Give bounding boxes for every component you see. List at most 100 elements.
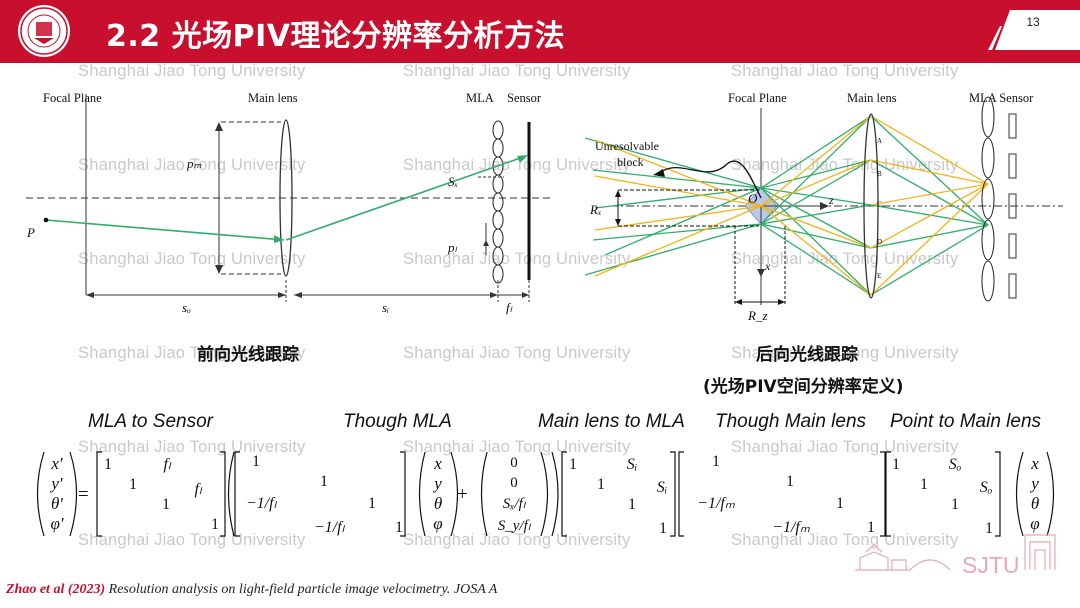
sx-label: Sₓ: [448, 174, 459, 189]
rhs-theta: θ: [1031, 494, 1039, 513]
watermark: Shanghai Jiao Tong University: [731, 250, 959, 268]
label-though-main-lens: Though Main lens: [715, 411, 867, 432]
pm-label: pₘ: [186, 156, 203, 171]
label-mla-to-sensor: MLA to Sensor: [88, 411, 213, 432]
label-point-to-main-lens: Point to Main lens: [890, 411, 1042, 432]
forward-tracing-caption: 前向光线跟踪: [197, 345, 299, 365]
m4-42: −1/fₘ: [772, 519, 810, 536]
page-number: 13: [1026, 15, 1040, 29]
sjtu-logo-text: SJTU: [962, 552, 1020, 575]
m5-24: Sₒ: [980, 479, 993, 496]
m2-11: 1: [252, 453, 260, 470]
m3-11: 1: [569, 456, 577, 473]
equals-sign: =: [78, 484, 89, 505]
m1-24: fₗ: [194, 481, 202, 498]
v1-phi: φ: [433, 514, 442, 533]
lens-mark-d: D: [877, 238, 882, 246]
fl-label: fₗ: [506, 300, 513, 315]
watermark: Shanghai Jiao Tong University: [78, 344, 306, 362]
point-p-label: P: [26, 225, 35, 240]
mla-label: MLA: [466, 91, 494, 105]
rz-label: R_z: [747, 308, 768, 323]
offset-sx: Sₓ/fₗ: [503, 496, 527, 512]
rb-focal-plane-label: Focal Plane: [728, 91, 787, 105]
lens-mark-a: A: [877, 137, 882, 145]
m2-33: 1: [368, 495, 376, 512]
m5-11: 1: [892, 456, 900, 473]
m3-44: 1: [659, 520, 667, 537]
seal-logo-icon: [18, 5, 70, 57]
m4-31: −1/fₘ: [697, 495, 735, 512]
m5-33: 1: [951, 496, 959, 513]
so-label: sₒ: [182, 300, 191, 315]
offset-0a: 0: [510, 455, 518, 471]
sjtu-logo-icon: SJTU: [850, 530, 1060, 579]
watermark: Shanghai Jiao Tong University: [403, 438, 631, 456]
m3-13: Sᵢ: [627, 456, 638, 473]
m5-13: Sₒ: [949, 456, 962, 473]
origin-o-label: O: [748, 191, 758, 206]
v1-theta: θ: [434, 494, 442, 513]
m2-44: 1: [395, 519, 403, 536]
m1-13: fₗ: [163, 456, 171, 473]
m3-22: 1: [597, 476, 605, 493]
citation-title: Resolution analysis on light-field parti…: [105, 582, 498, 597]
watermark: Shanghai Jiao Tong University: [731, 438, 959, 456]
watermark: Shanghai Jiao Tong University: [78, 62, 306, 80]
label-though-mla: Though MLA: [343, 411, 452, 432]
main-lens-label: Main lens: [248, 91, 298, 105]
pl-label: pₗ: [447, 240, 458, 255]
plus-sign: +: [457, 484, 468, 505]
m1-22: 1: [129, 476, 137, 493]
watermark: Shanghai Jiao Tong University: [78, 156, 306, 174]
m2-42: −1/fₗ: [314, 519, 346, 536]
watermark: Shanghai Jiao Tong University: [403, 156, 631, 174]
watermark: Shanghai Jiao Tong University: [731, 531, 959, 549]
x-axis-label: x: [764, 259, 771, 273]
rx-label: Rₓ: [589, 202, 602, 217]
watermark: Shanghai Jiao Tong University: [731, 156, 959, 174]
watermark: Shanghai Jiao Tong University: [731, 344, 959, 362]
v1-x: x: [433, 454, 442, 473]
m1-11: 1: [104, 456, 112, 473]
offset-0b: 0: [510, 475, 518, 491]
page-title: 2.2 光场PIV理论分辨率分析方法: [106, 19, 565, 54]
focal-plane-label: Focal Plane: [43, 91, 102, 105]
ray-transfer-equation: x′ y′ θ′ φ′ = 1 1 1 1 fₗ fₗ 1 1 1 1 −1/f…: [20, 448, 1060, 547]
m2-31: −1/fₗ: [246, 495, 278, 512]
m3-33: 1: [628, 496, 636, 513]
watermark: Shanghai Jiao Tong University: [403, 344, 631, 362]
watermark: Shanghai Jiao Tong University: [78, 531, 306, 549]
m1-44: 1: [211, 516, 219, 533]
rhs-y: y: [1029, 474, 1039, 493]
lhs-phi: φ′: [50, 514, 63, 533]
rhs-x: x: [1030, 454, 1039, 473]
m4-44: 1: [867, 519, 875, 536]
m2-22: 1: [320, 473, 328, 490]
rhs-phi: φ: [1030, 514, 1039, 533]
rb-main-lens-label: Main lens: [847, 91, 897, 105]
m4-33: 1: [836, 495, 844, 512]
unresolvable-label: Unresolvable: [595, 139, 659, 153]
watermark: Shanghai Jiao Tong University: [78, 438, 306, 456]
backward-ray-tracing-diagram: Focal Plane Main lens MLA Sensor Unresol…: [584, 80, 1065, 325]
header-banner: 2.2 光场PIV理论分辨率分析方法 13: [0, 0, 1080, 63]
forward-ray-tracing-diagram: Focal Plane Main lens MLA Sensor P pₘ pₗ…: [16, 80, 556, 322]
v1-y: y: [432, 474, 442, 493]
block-label: block: [617, 155, 644, 169]
m1-33: 1: [162, 496, 170, 513]
m5-44: 1: [985, 520, 993, 537]
m3-24: Sᵢ: [657, 479, 668, 496]
citation: Zhao et al (2023) Resolution analysis on…: [6, 582, 497, 598]
watermark: Shanghai Jiao Tong University: [403, 531, 631, 549]
mla-sensor-label: MLA Sensor: [969, 91, 1034, 105]
lens-mark-c: C: [877, 200, 882, 208]
m4-11: 1: [712, 453, 720, 470]
offset-sy: S_y/fₗ: [498, 518, 532, 534]
watermark: Shanghai Jiao Tong University: [403, 250, 631, 268]
m4-22: 1: [786, 473, 794, 490]
citation-authors: Zhao et al (2023): [6, 582, 106, 597]
lens-mark-e: E: [877, 272, 881, 280]
backward-tracing-caption: 后向光线跟踪: [756, 345, 858, 365]
lhs-theta: θ′: [51, 494, 63, 513]
